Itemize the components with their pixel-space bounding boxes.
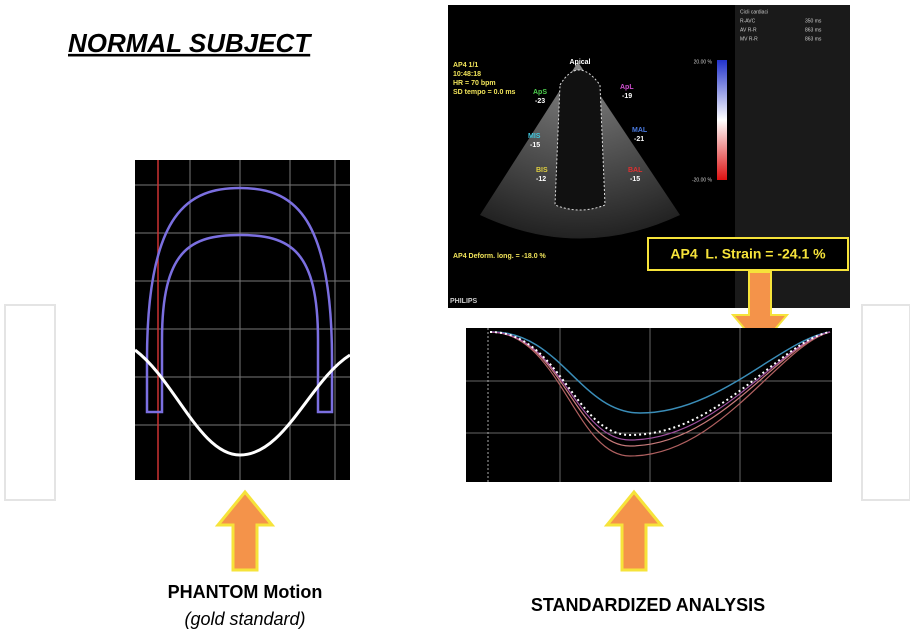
segment-value: -23 — [535, 98, 545, 105]
panel-cell: 350 ms — [805, 18, 822, 24]
brand: PHILIPS — [450, 298, 478, 305]
segment-label: MIS — [528, 133, 541, 140]
title: NORMAL SUBJECT — [68, 28, 312, 58]
segment-label: MAL — [632, 127, 648, 134]
segment-value: -15 — [530, 142, 540, 149]
segment-value: -15 — [630, 176, 640, 183]
scale-bottom: -20.00 % — [692, 177, 713, 183]
analysis-caption: STANDARDIZED ANALYSIS — [531, 595, 765, 615]
segment-value: -21 — [634, 136, 644, 143]
panel-cell: 863 ms — [805, 27, 822, 33]
apex-label: Apical — [569, 59, 590, 66]
phantom-image — [135, 160, 350, 480]
panel-title: Cicli cardiaci — [740, 9, 768, 15]
echo-info: AP4 1/1 — [453, 62, 478, 69]
deformation: AP4 Deform. long. = -18.0 % — [453, 253, 547, 260]
segment-label: BAL — [628, 167, 643, 174]
segment-label: ApL — [620, 84, 634, 91]
phantom-subcaption: (gold standard) — [184, 609, 305, 629]
segment-label: ApS — [533, 89, 547, 96]
strain-text: AP4 L. Strain = -24.1 % — [670, 246, 826, 262]
panel-cell: 863 ms — [805, 36, 822, 42]
segment-value: -12 — [536, 176, 546, 183]
figure: NORMAL SUBJECT PHANTOM Motion (gold stan… — [0, 0, 910, 635]
segment-value: -19 — [622, 93, 632, 100]
panel-cell: R-AVC — [740, 18, 756, 24]
echo-info: 10:48:18 — [453, 71, 481, 78]
echo-info: HR = 70 bpm — [453, 80, 496, 87]
scale-top: 20.00 % — [694, 59, 713, 65]
phantom-caption: PHANTOM Motion — [168, 582, 323, 602]
echo-info: SD tempo = 0.0 ms — [453, 89, 516, 96]
arrow-up — [607, 492, 661, 570]
panel-cell: AV R-R — [740, 27, 757, 33]
analysis-image — [466, 328, 832, 482]
segment-label: BIS — [536, 167, 548, 174]
arrow-up — [218, 492, 272, 570]
panel-cell: MV R-R — [740, 36, 758, 42]
